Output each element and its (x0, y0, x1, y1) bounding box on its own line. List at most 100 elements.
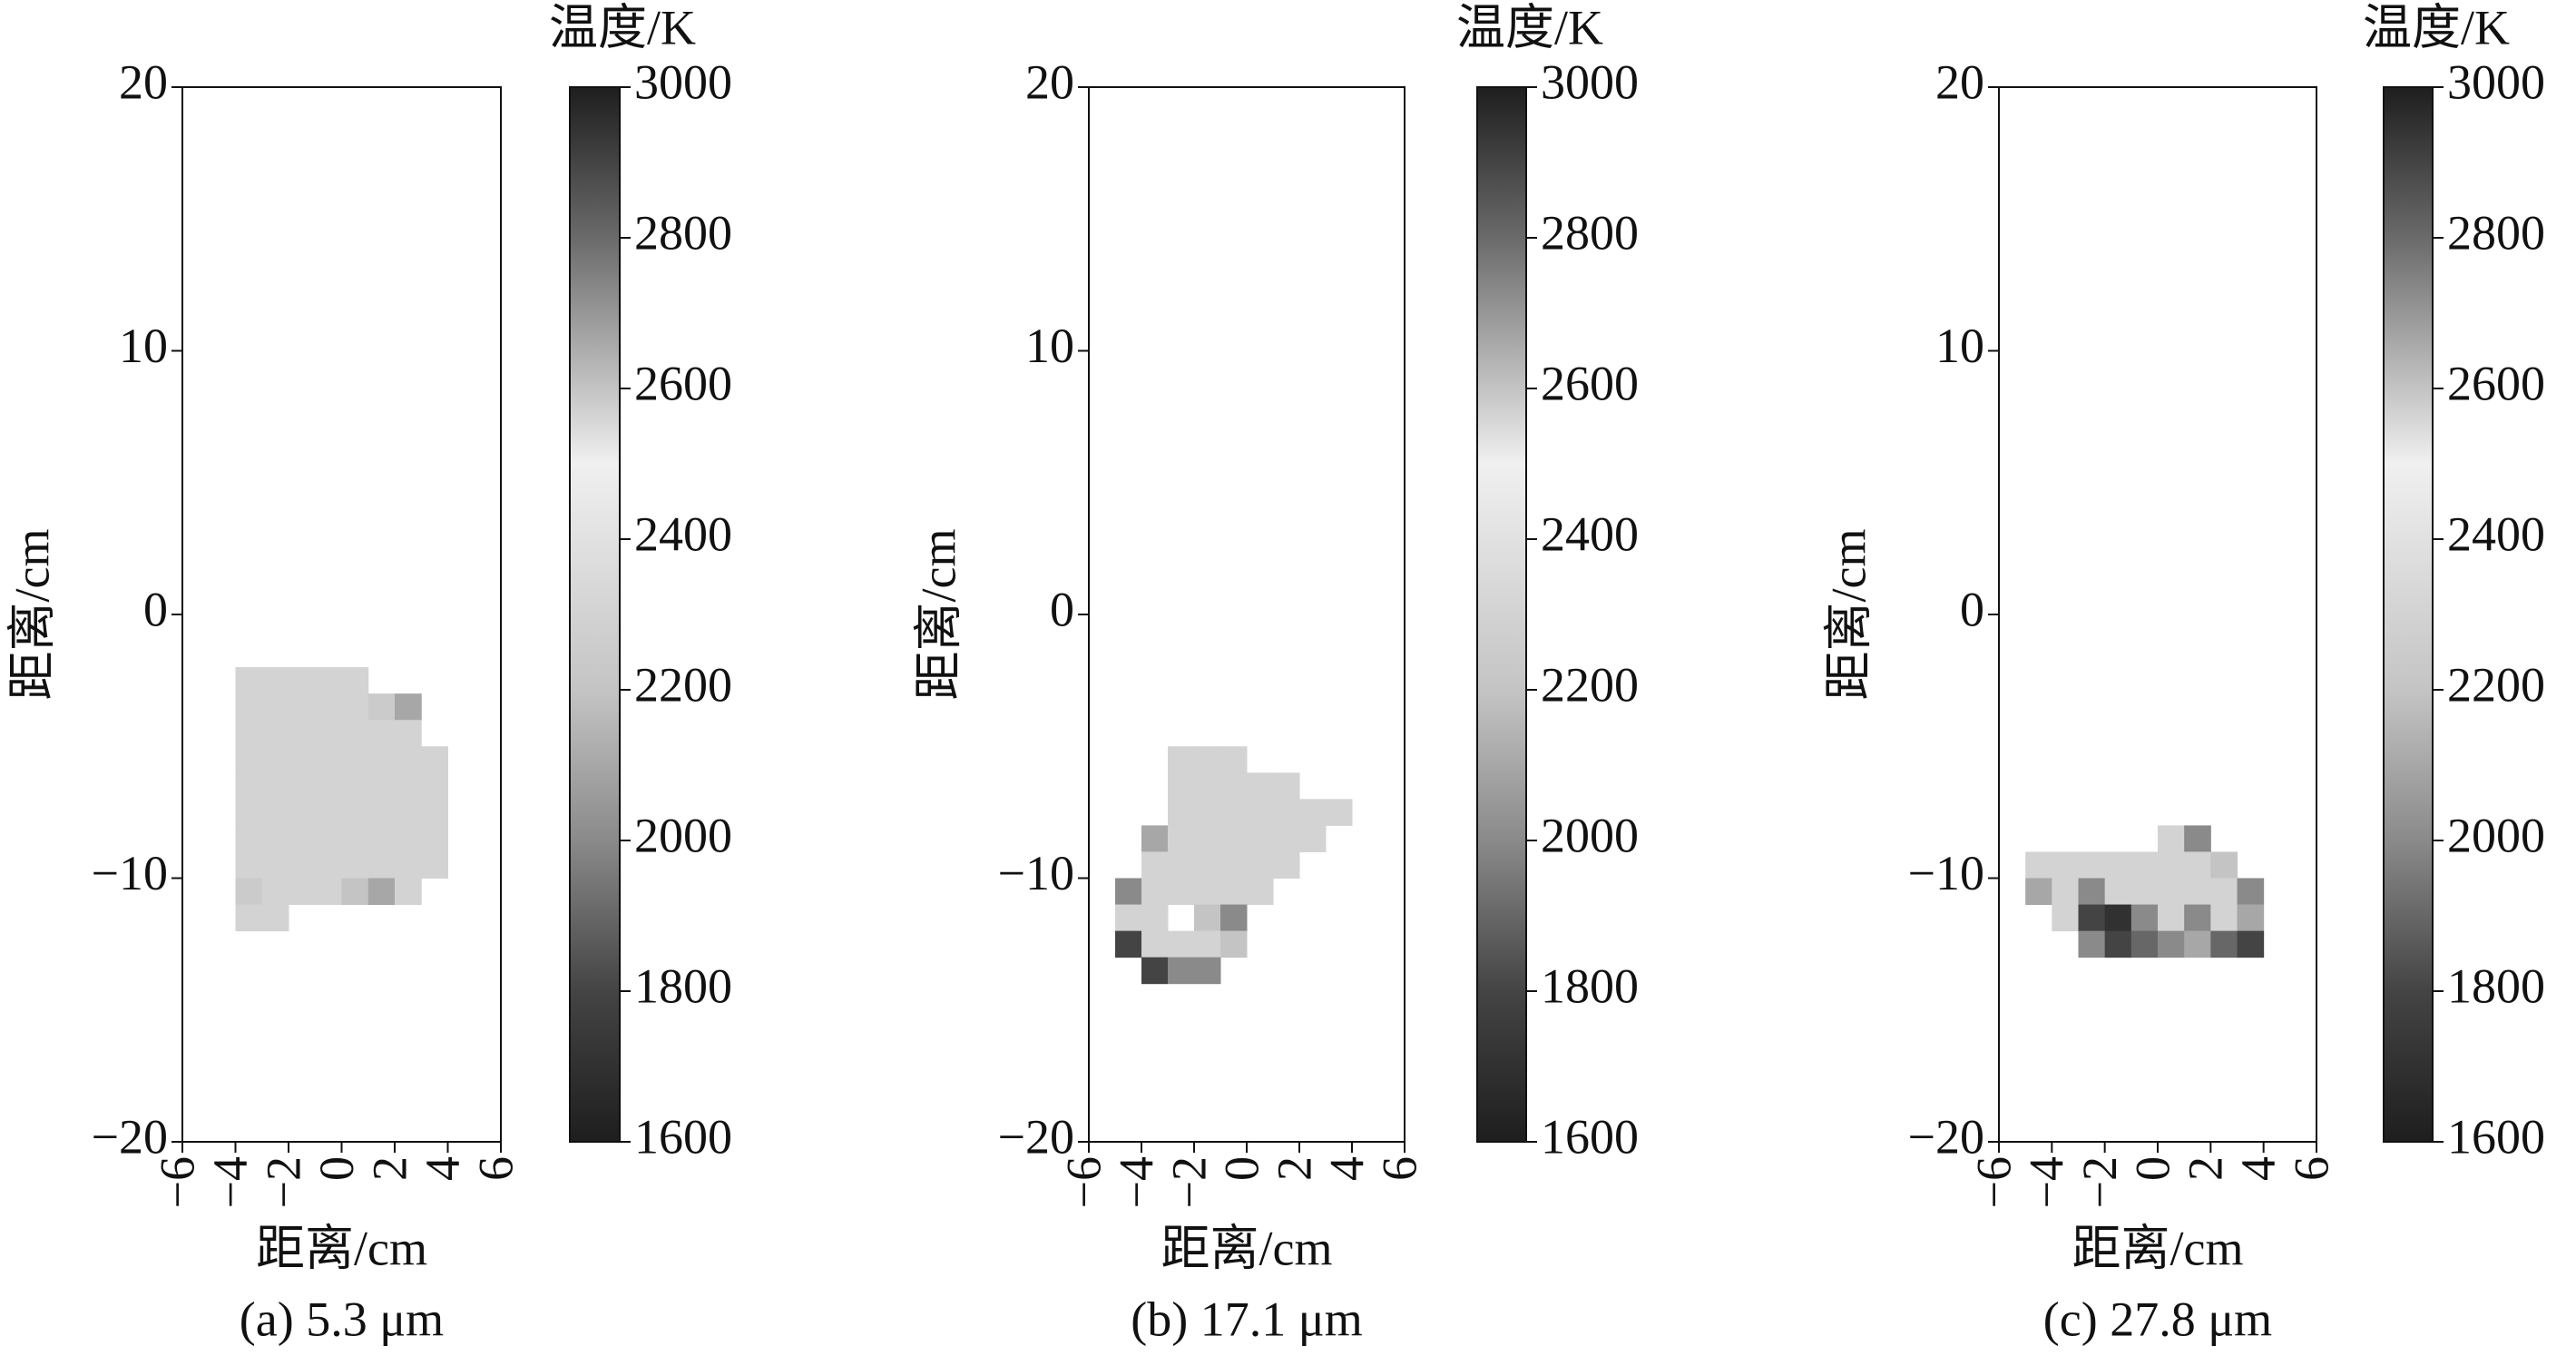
heat-cell (261, 851, 289, 879)
colorbar-tick-label: 1600 (2447, 1109, 2545, 1164)
colorbar-tick-label: 2200 (1541, 657, 1639, 712)
heat-cell (289, 878, 316, 906)
panel-caption: (b) 17.1 μm (1131, 1292, 1362, 1346)
heat-cell (2184, 825, 2211, 852)
heat-cell (421, 825, 448, 852)
heat-cell (1141, 878, 1169, 906)
colorbar (2383, 86, 2434, 1143)
heat-cell (2158, 904, 2185, 932)
heat-cell (367, 799, 396, 826)
heat-cell (1141, 957, 1169, 985)
heat-cell (289, 772, 316, 800)
panel-caption: (c) 27.8 μm (2043, 1292, 2272, 1346)
x-tick-label: 0 (309, 1156, 364, 1181)
colorbar-tick-label: 2200 (2447, 657, 2545, 712)
x-tick-label: 6 (468, 1156, 523, 1181)
heat-cell (2078, 878, 2106, 906)
y-tick-label: 10 (1935, 319, 1984, 373)
heat-cell (1194, 772, 1221, 800)
colorbar-tick-label: 2400 (634, 506, 732, 561)
colorbar-tick-label: 2800 (1541, 205, 1639, 260)
colorbar-tick-label: 2000 (2447, 808, 2545, 862)
heat-cell (235, 720, 263, 747)
x-axis-label: 距离/cm (2072, 1221, 2244, 1275)
x-tick-label: −2 (1161, 1156, 1216, 1208)
y-tick-label: 10 (119, 319, 168, 373)
panel-caption: (a) 5.3 μm (240, 1292, 444, 1346)
colorbar-tick-label: 2000 (1541, 808, 1639, 862)
x-axis-label: 距离/cm (1161, 1221, 1333, 1275)
heat-cell (421, 772, 448, 800)
heat-cell (1115, 904, 1142, 932)
heat-cell (1141, 851, 1169, 879)
colorbar-title: 温度/K (1456, 0, 1603, 54)
colorbar-tick-label: 1600 (1541, 1109, 1639, 1164)
x-tick-label: −2 (256, 1156, 310, 1208)
y-tick-label: 0 (1050, 582, 1074, 636)
heat-cell (2210, 851, 2238, 879)
heat-cell (261, 693, 289, 721)
heat-cell (2130, 930, 2159, 958)
heat-cell (1168, 825, 1195, 852)
heat-cell (1168, 799, 1195, 826)
heat-cell (235, 667, 263, 694)
heat-cell (1168, 930, 1195, 958)
y-tick-label: 10 (1025, 319, 1074, 373)
heat-cell (395, 878, 422, 906)
heat-cell (2130, 904, 2159, 932)
heat-cell (289, 667, 316, 694)
heat-cell (289, 799, 316, 826)
heat-cell (235, 878, 263, 906)
heat-cell (395, 693, 422, 721)
heat-cell (367, 825, 396, 852)
heat-cell (395, 799, 422, 826)
colorbar-tick-label: 3000 (634, 54, 732, 109)
heat-cell (315, 693, 342, 721)
x-tick-label: 0 (2125, 1156, 2179, 1181)
heat-cell (315, 825, 342, 852)
heat-cell (1194, 799, 1221, 826)
heat-cell (315, 799, 342, 826)
colorbar-title: 温度/K (549, 0, 696, 54)
y-axis-label: 距离/cm (5, 529, 59, 701)
heat-cell (315, 746, 342, 773)
y-tick-label: −20 (998, 1109, 1074, 1164)
heat-cell (341, 667, 369, 694)
heat-cell (1168, 746, 1195, 773)
heat-cell (261, 825, 289, 852)
heat-cell (289, 851, 316, 879)
colorbar-tick-label: 3000 (2447, 54, 2545, 109)
heat-cell (2052, 878, 2079, 906)
heat-cell (2130, 878, 2159, 906)
heat-cell (1168, 772, 1195, 800)
colorbar-tick-label: 3000 (1541, 54, 1639, 109)
heat-cell (395, 746, 422, 773)
colorbar-tick-label: 2200 (634, 657, 732, 712)
y-tick-label: 20 (1935, 54, 1984, 109)
heat-cell (1141, 825, 1169, 852)
heat-cell (235, 825, 263, 852)
y-axis-label: 距离/cm (911, 529, 965, 701)
heat-cell (261, 667, 289, 694)
heat-cell (2184, 878, 2211, 906)
x-tick-label: 4 (416, 1156, 470, 1181)
plot-frame (1998, 86, 2317, 1143)
heat-cell (1115, 878, 1142, 906)
heat-cell (1194, 851, 1221, 879)
heat-cell (2184, 930, 2211, 958)
heat-cell (235, 693, 263, 721)
heat-cell (341, 878, 369, 906)
heat-cell (367, 693, 396, 721)
heat-cell (367, 720, 396, 747)
heat-cell (395, 825, 422, 852)
heat-cell (2184, 851, 2211, 879)
heat-cell (2078, 851, 2106, 879)
heat-cell (2237, 930, 2265, 958)
colorbar (1476, 86, 1527, 1143)
heat-cell (315, 667, 342, 694)
heat-cell (289, 693, 316, 721)
y-tick-label: −20 (1908, 1109, 1984, 1164)
heat-cell (2237, 878, 2265, 906)
heat-cell (1220, 799, 1248, 826)
heat-cell (1247, 772, 1274, 800)
